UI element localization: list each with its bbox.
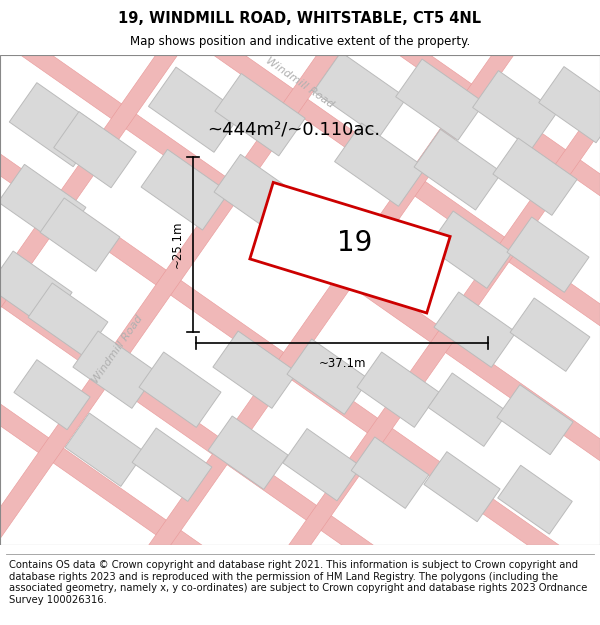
Text: 19, WINDMILL ROAD, WHITSTABLE, CT5 4NL: 19, WINDMILL ROAD, WHITSTABLE, CT5 4NL bbox=[118, 11, 482, 26]
Polygon shape bbox=[414, 129, 502, 210]
Polygon shape bbox=[287, 339, 369, 414]
Polygon shape bbox=[0, 122, 600, 625]
Text: ~37.1m: ~37.1m bbox=[318, 357, 366, 369]
Polygon shape bbox=[148, 67, 242, 152]
Polygon shape bbox=[0, 251, 72, 328]
Polygon shape bbox=[473, 71, 557, 149]
Polygon shape bbox=[428, 373, 508, 446]
Polygon shape bbox=[313, 52, 407, 138]
Polygon shape bbox=[493, 138, 577, 216]
Polygon shape bbox=[510, 298, 590, 371]
Polygon shape bbox=[54, 112, 136, 188]
Polygon shape bbox=[0, 164, 86, 245]
Polygon shape bbox=[335, 123, 425, 206]
Polygon shape bbox=[65, 413, 145, 486]
Polygon shape bbox=[0, 0, 600, 600]
Polygon shape bbox=[0, 0, 600, 370]
Polygon shape bbox=[28, 283, 108, 356]
Polygon shape bbox=[0, 253, 600, 625]
Text: ~444m²/~0.110ac.: ~444m²/~0.110ac. bbox=[207, 121, 380, 139]
Polygon shape bbox=[0, 0, 600, 492]
Polygon shape bbox=[424, 452, 500, 522]
Text: Map shows position and indicative extent of the property.: Map shows position and indicative extent… bbox=[130, 34, 470, 48]
Polygon shape bbox=[40, 198, 120, 271]
Polygon shape bbox=[434, 292, 516, 367]
Polygon shape bbox=[0, 39, 600, 625]
Polygon shape bbox=[141, 149, 229, 230]
Polygon shape bbox=[14, 359, 90, 430]
Polygon shape bbox=[283, 429, 361, 501]
Polygon shape bbox=[208, 416, 288, 489]
Text: Windmill Road: Windmill Road bbox=[91, 314, 145, 386]
Polygon shape bbox=[0, 0, 600, 228]
Polygon shape bbox=[132, 428, 212, 501]
Polygon shape bbox=[214, 154, 302, 235]
Text: Contains OS data © Crown copyright and database right 2021. This information is : Contains OS data © Crown copyright and d… bbox=[9, 560, 587, 605]
Polygon shape bbox=[139, 352, 221, 428]
Polygon shape bbox=[73, 331, 157, 408]
Polygon shape bbox=[498, 465, 572, 534]
Polygon shape bbox=[539, 67, 600, 142]
Text: 19: 19 bbox=[337, 229, 373, 257]
Polygon shape bbox=[250, 182, 450, 313]
Polygon shape bbox=[357, 352, 439, 428]
Polygon shape bbox=[9, 82, 101, 167]
Polygon shape bbox=[213, 331, 297, 408]
Polygon shape bbox=[0, 372, 600, 625]
Polygon shape bbox=[497, 384, 573, 455]
Text: ~25.1m: ~25.1m bbox=[171, 221, 184, 268]
Polygon shape bbox=[507, 217, 589, 292]
Polygon shape bbox=[0, 0, 600, 357]
Polygon shape bbox=[428, 211, 512, 288]
Polygon shape bbox=[351, 437, 429, 508]
Polygon shape bbox=[215, 74, 305, 156]
Polygon shape bbox=[395, 59, 484, 141]
Text: Windmill Road: Windmill Road bbox=[264, 56, 336, 110]
